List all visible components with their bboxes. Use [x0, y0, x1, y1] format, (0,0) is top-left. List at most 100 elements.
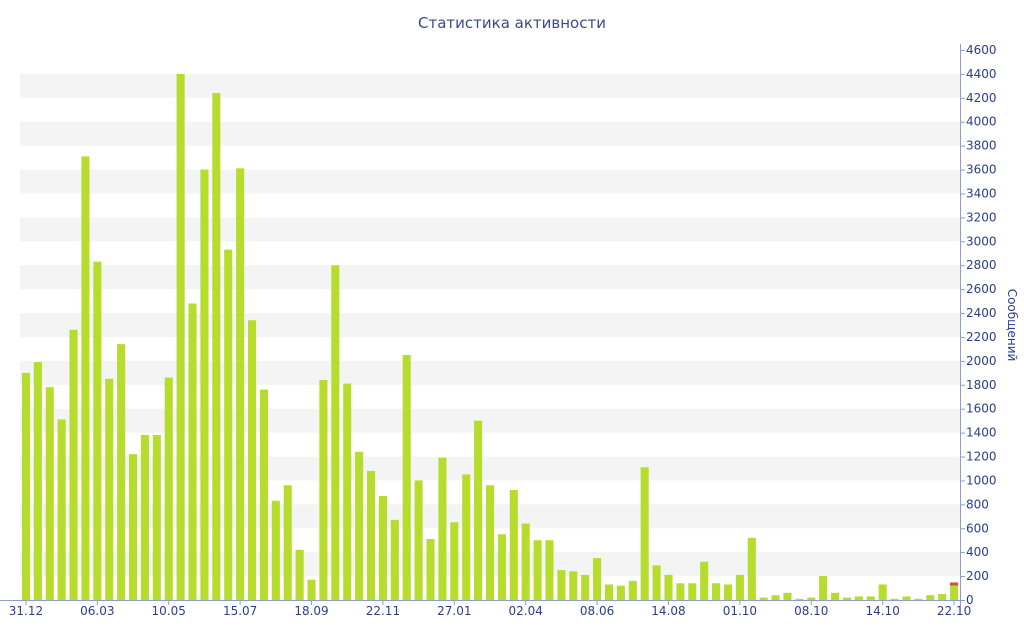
- grid-band: [20, 265, 960, 289]
- bar: [200, 170, 208, 600]
- bar: [783, 593, 791, 600]
- bar: [605, 584, 613, 600]
- x-tick-label: 06.03: [80, 604, 114, 618]
- bar: [188, 303, 196, 600]
- bar: [534, 540, 542, 600]
- x-tick-label: 01.10: [723, 604, 757, 618]
- x-tick-label: 18.09: [294, 604, 328, 618]
- grid-band: [20, 122, 960, 146]
- bar: [319, 380, 327, 600]
- bar: [581, 575, 589, 600]
- bar: [22, 373, 30, 600]
- y-tick-label: 1600: [966, 402, 997, 416]
- bar: [760, 598, 768, 600]
- bar: [843, 598, 851, 600]
- y-tick-label: 2200: [966, 330, 997, 344]
- y-tick-label: 4400: [966, 67, 997, 81]
- y-tick-label: 3000: [966, 234, 997, 248]
- grid-band: [20, 170, 960, 194]
- bar: [224, 250, 232, 600]
- x-tick-label: 15.07: [223, 604, 257, 618]
- bar: [70, 330, 78, 600]
- y-tick-label: 3600: [966, 163, 997, 177]
- bar: [415, 480, 423, 600]
- bar: [105, 379, 113, 600]
- bar: [355, 452, 363, 600]
- bar: [379, 496, 387, 600]
- x-tick-label: 22.10: [937, 604, 971, 618]
- bar: [438, 458, 446, 600]
- bar: [831, 593, 839, 600]
- bar: [557, 570, 565, 600]
- bar: [593, 558, 601, 600]
- bar: [58, 419, 66, 600]
- x-tick-label: 08.06: [580, 604, 614, 618]
- bar: [676, 583, 684, 600]
- bar: [403, 355, 411, 600]
- y-tick-label: 200: [966, 569, 989, 583]
- x-tick-label: 14.08: [651, 604, 685, 618]
- bar: [260, 390, 268, 600]
- bar: [284, 485, 292, 600]
- bar: [617, 586, 625, 600]
- bar: [795, 599, 803, 600]
- bar: [462, 474, 470, 600]
- bar: [867, 596, 875, 600]
- bar: [522, 523, 530, 600]
- y-axis-title: Сообщений: [1005, 289, 1019, 362]
- bar: [141, 435, 149, 600]
- bar: [926, 595, 934, 600]
- bar: [426, 539, 434, 600]
- bar: [569, 571, 577, 600]
- bar: [450, 522, 458, 600]
- grid-band: [20, 409, 960, 433]
- y-tick-label: 400: [966, 545, 989, 559]
- bar: [117, 344, 125, 600]
- bar: [81, 156, 89, 600]
- bar: [331, 265, 339, 600]
- grid-band: [20, 217, 960, 241]
- y-tick-label: 1800: [966, 378, 997, 392]
- grid-band: [20, 361, 960, 385]
- bar: [724, 584, 732, 600]
- bar: [296, 550, 304, 600]
- y-tick-label: 3200: [966, 210, 997, 224]
- bar: [153, 435, 161, 600]
- y-tick-label: 4200: [966, 91, 997, 105]
- y-tick-label: 4000: [966, 115, 997, 129]
- bar: [807, 598, 815, 600]
- y-tick-label: 4600: [966, 43, 997, 57]
- bar: [688, 583, 696, 600]
- bar: [938, 594, 946, 600]
- y-tick-label: 1200: [966, 450, 997, 464]
- x-tick-label: 02.04: [509, 604, 543, 618]
- bar: [914, 599, 922, 600]
- bar: [391, 520, 399, 600]
- y-tick-label: 2000: [966, 354, 997, 368]
- x-tick-label: 10.05: [152, 604, 186, 618]
- bar: [498, 534, 506, 600]
- x-tick-label: 08.10: [794, 604, 828, 618]
- y-tick-label: 1000: [966, 473, 997, 487]
- bar: [819, 576, 827, 600]
- bar: [177, 74, 185, 600]
- bar: [272, 501, 280, 600]
- bar: [772, 595, 780, 600]
- bar: [748, 538, 756, 600]
- bar: [700, 562, 708, 600]
- y-tick-label: 1400: [966, 426, 997, 440]
- grid-band: [20, 313, 960, 337]
- bar: [34, 362, 42, 600]
- x-tick-label: 14.10: [865, 604, 899, 618]
- bar: [902, 596, 910, 600]
- y-tick-label: 2400: [966, 306, 997, 320]
- bar: [641, 467, 649, 600]
- bar: [736, 575, 744, 600]
- bar-highlight: [950, 582, 958, 585]
- bar: [474, 421, 482, 600]
- bar: [510, 490, 518, 600]
- bar: [248, 320, 256, 600]
- bar: [712, 583, 720, 600]
